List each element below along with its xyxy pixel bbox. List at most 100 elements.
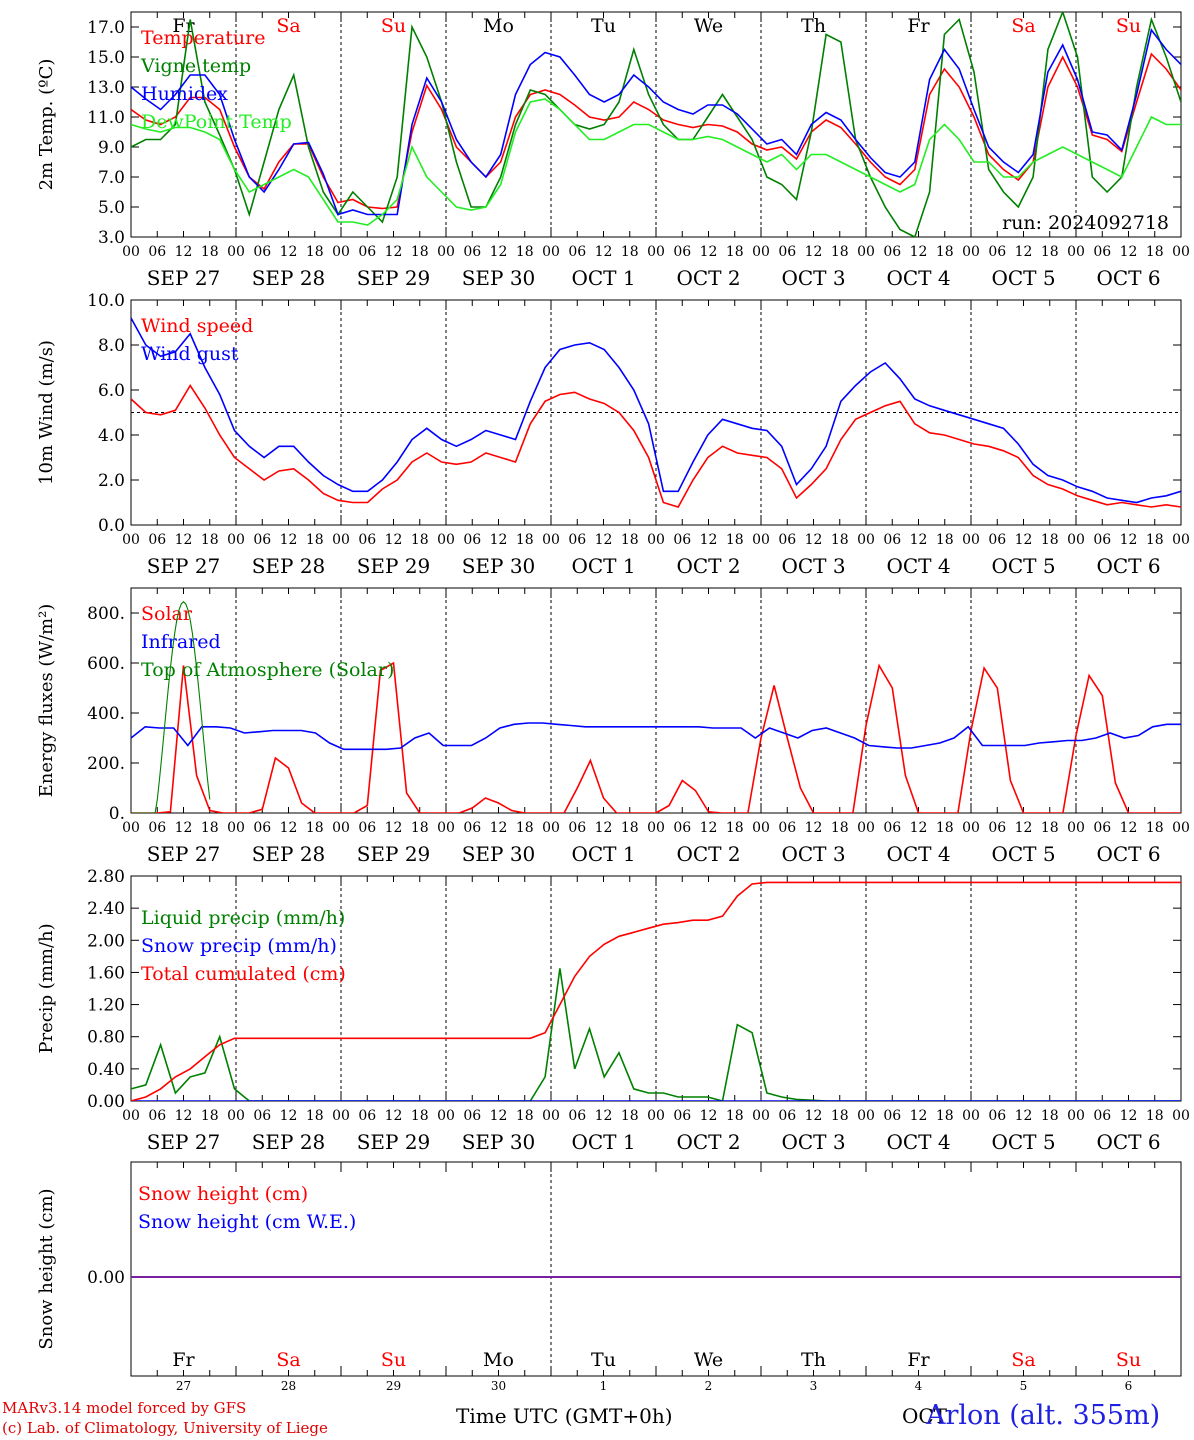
- hour-tick-label: 12: [805, 1108, 823, 1124]
- hour-tick-label: 18: [201, 1108, 219, 1124]
- date-label: OCT 3: [781, 842, 845, 866]
- date-label: SEP 27: [147, 554, 221, 578]
- hour-tick-label: 00: [857, 1108, 875, 1124]
- y-tick-label: 10.0: [87, 291, 125, 311]
- day-number: 4: [915, 1379, 923, 1393]
- date-label: OCT 4: [886, 554, 950, 578]
- hour-tick-label: 00: [332, 1108, 350, 1124]
- hour-tick-label: 12: [385, 244, 403, 260]
- hour-tick-label: 18: [1041, 532, 1059, 548]
- hour-tick-label: 12: [280, 532, 298, 548]
- hour-tick-label: 00: [647, 244, 665, 260]
- hour-tick-label: 06: [1093, 244, 1111, 260]
- date-label: OCT 2: [676, 1130, 740, 1154]
- legend-entry: Humidex: [141, 83, 228, 105]
- hour-tick-label: 00: [857, 820, 875, 836]
- hour-tick-label: 06: [1093, 532, 1111, 548]
- hour-tick-label: 12: [910, 820, 928, 836]
- hour-tick-label: 12: [490, 244, 508, 260]
- hour-tick-label: 00: [542, 820, 560, 836]
- series-line: [131, 28, 1181, 216]
- day-number: 27: [176, 1379, 191, 1393]
- hour-tick-label: 12: [595, 532, 613, 548]
- day-number: 3: [810, 1379, 818, 1393]
- hour-tick-label: 18: [726, 244, 744, 260]
- date-label: OCT 5: [991, 266, 1055, 290]
- date-label: SEP 30: [462, 842, 536, 866]
- day-name: Sa: [276, 15, 300, 37]
- date-label: OCT 5: [991, 842, 1055, 866]
- hour-tick-label: 00: [1172, 820, 1190, 836]
- hour-tick-label: 00: [647, 1108, 665, 1124]
- y-tick-label: 600.: [87, 654, 125, 674]
- hour-tick-label: 18: [1041, 244, 1059, 260]
- hour-tick-label: 00: [227, 820, 245, 836]
- hour-tick-label: 18: [306, 820, 324, 836]
- hour-tick-label: 06: [463, 820, 481, 836]
- hour-tick-label: 00: [122, 244, 140, 260]
- hour-tick-label: 18: [621, 1108, 639, 1124]
- day-name: Th: [801, 1349, 826, 1371]
- series-line: [131, 12, 1181, 237]
- hour-tick-label: 12: [1120, 1108, 1138, 1124]
- hour-tick-label: 12: [1015, 244, 1033, 260]
- hour-tick-label: 06: [568, 532, 586, 548]
- hour-tick-label: 12: [175, 244, 193, 260]
- hour-tick-label: 18: [306, 244, 324, 260]
- date-label: OCT 2: [676, 842, 740, 866]
- lab-credit: (c) Lab. of Climatology, University of L…: [2, 1419, 328, 1437]
- hour-tick-label: 06: [988, 532, 1006, 548]
- hour-tick-label: 18: [411, 244, 429, 260]
- hour-tick-label: 06: [988, 820, 1006, 836]
- series-line: [131, 968, 1181, 1101]
- legend-entry: Vigne temp: [140, 55, 251, 77]
- legend-entry: Snow precip (mm/h): [141, 935, 337, 957]
- date-label: SEP 28: [252, 842, 326, 866]
- hour-tick-label: 18: [831, 1108, 849, 1124]
- hour-tick-label: 06: [148, 1108, 166, 1124]
- hour-tick-label: 12: [490, 820, 508, 836]
- hour-tick-label: 18: [1146, 820, 1164, 836]
- day-number: 1: [600, 1379, 608, 1393]
- hour-tick-label: 06: [148, 820, 166, 836]
- hour-tick-label: 00: [962, 244, 980, 260]
- hour-tick-label: 06: [463, 1108, 481, 1124]
- hour-tick-label: 00: [227, 244, 245, 260]
- y-axis-label: Precip (mm/h): [36, 923, 57, 1053]
- y-tick-label: 4.0: [98, 426, 125, 446]
- hour-tick-label: 00: [332, 820, 350, 836]
- legend-entry: Infrared: [141, 631, 221, 653]
- y-tick-label: 800.: [87, 604, 125, 624]
- date-label: SEP 30: [462, 266, 536, 290]
- legend-entry: Top of Atmosphere (Solar): [141, 659, 394, 681]
- hour-tick-label: 00: [542, 244, 560, 260]
- date-label: SEP 28: [252, 554, 326, 578]
- day-name: We: [694, 15, 723, 37]
- hour-tick-label: 18: [621, 532, 639, 548]
- hour-tick-label: 06: [148, 532, 166, 548]
- series-line: [131, 881, 1181, 1101]
- y-tick-label: 7.0: [98, 168, 125, 188]
- legend-entry: Liquid precip (mm/h): [141, 907, 345, 929]
- day-name: Su: [381, 1349, 406, 1371]
- hour-tick-label: 00: [647, 532, 665, 548]
- hour-tick-label: 06: [358, 244, 376, 260]
- hour-tick-label: 18: [936, 532, 954, 548]
- panel-3: 00 06 12 18 SEP 27 00 06 12 18 SEP 28 00 06 12 18 SEP …: [36, 587, 1190, 866]
- y-tick-label: 3.0: [98, 228, 125, 248]
- hour-tick-label: 06: [673, 1108, 691, 1124]
- hour-tick-label: 18: [516, 820, 534, 836]
- day-name: Su: [381, 15, 406, 37]
- hour-tick-label: 00: [752, 532, 770, 548]
- day-name: We: [694, 1349, 723, 1371]
- legend-entry: Total cumulated (cm): [141, 963, 346, 985]
- date-label: OCT 6: [1096, 554, 1160, 578]
- hour-tick-label: 18: [621, 820, 639, 836]
- hour-tick-label: 12: [595, 1108, 613, 1124]
- hour-tick-label: 12: [700, 820, 718, 836]
- hour-tick-label: 12: [805, 532, 823, 548]
- day-number: 2: [705, 1379, 713, 1393]
- y-axis-label: 10m Wind (m/s): [36, 340, 57, 485]
- hour-tick-label: 12: [280, 244, 298, 260]
